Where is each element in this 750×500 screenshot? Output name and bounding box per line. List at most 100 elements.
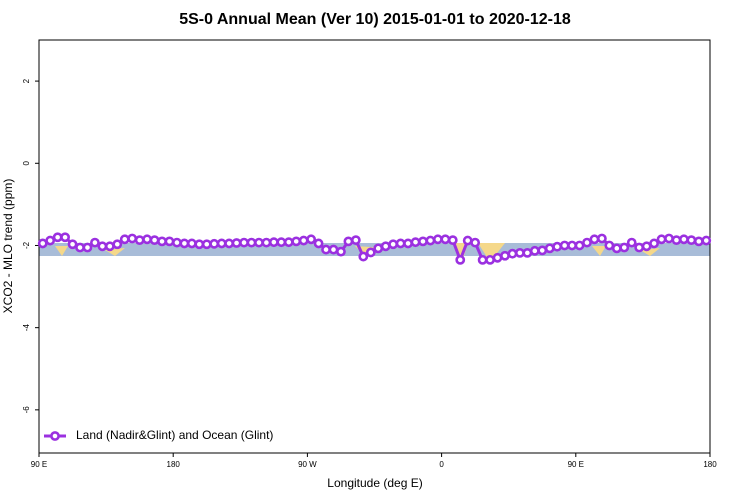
y-tick-label: -2 [22, 241, 31, 249]
land-shade [592, 246, 606, 256]
data-point [90, 237, 100, 248]
data-point [194, 239, 205, 250]
data-point [268, 237, 279, 248]
data-point [104, 241, 115, 252]
data-point [380, 241, 391, 252]
x-tick-label: 180 [703, 460, 717, 469]
data-point [216, 238, 227, 249]
data-point [164, 236, 175, 247]
data-point [82, 242, 93, 253]
data-point [611, 243, 622, 254]
data-point [544, 243, 555, 254]
data-point [60, 232, 70, 243]
data-point [701, 235, 712, 246]
data-point [641, 241, 652, 252]
land-shade [478, 243, 505, 262]
data-point [283, 237, 294, 248]
data-point [172, 237, 182, 248]
y-tick-label: -4 [22, 324, 31, 332]
data-point [224, 238, 235, 249]
data-point [522, 247, 533, 258]
data-point [656, 234, 667, 245]
data-point [410, 237, 421, 248]
data-point [559, 240, 570, 251]
data-point [350, 235, 361, 246]
data-point [127, 233, 138, 244]
data-point [336, 246, 346, 257]
data-point [418, 236, 428, 247]
data-point [552, 241, 563, 252]
data-point [358, 251, 369, 262]
data-point [395, 238, 406, 249]
data-point [462, 235, 473, 246]
data-point [582, 237, 592, 248]
data-point [201, 239, 212, 250]
data-point [492, 252, 503, 263]
data-point [276, 237, 287, 248]
data-point [298, 235, 309, 246]
data-point [671, 235, 682, 246]
data-point [470, 237, 481, 248]
data-point [112, 239, 123, 250]
y-tick-label: -6 [22, 406, 31, 414]
data-point [514, 247, 525, 258]
data-point [596, 233, 607, 244]
legend-label: Land (Nadir&Glint) and Ocean (Glint) [76, 428, 273, 442]
data-point [97, 241, 108, 252]
data-point [313, 238, 324, 249]
data-point [507, 248, 518, 259]
data-point [403, 238, 413, 249]
data-point [119, 234, 130, 245]
data-point [246, 237, 257, 248]
data-point [425, 235, 436, 246]
data-point [567, 240, 577, 251]
data-point [231, 238, 242, 248]
data-point [485, 254, 495, 265]
data-point [134, 235, 145, 246]
data-point [75, 242, 85, 253]
data-point [239, 237, 249, 248]
data-point [455, 254, 466, 265]
data-point [626, 237, 637, 248]
data-point [186, 238, 197, 249]
data-point [537, 245, 548, 256]
data-point [693, 236, 704, 247]
x-axis-label: Longitude (deg E) [327, 476, 422, 490]
x-tick-label: 90 E [31, 460, 47, 469]
data-point [589, 234, 600, 245]
data-point [679, 234, 689, 245]
data-point [664, 233, 674, 244]
chart-title: 5S-0 Annual Mean (Ver 10) 2015-01-01 to … [179, 11, 571, 28]
x-tick-label: 0 [439, 460, 444, 469]
data-point [619, 242, 630, 253]
data-point [500, 250, 510, 261]
y-tick-label: 2 [22, 78, 31, 83]
data-point [343, 236, 354, 247]
land-shade [55, 246, 68, 256]
data-point [67, 239, 78, 250]
data-point [321, 244, 331, 255]
legend-marker [50, 431, 60, 441]
data-point [45, 235, 56, 246]
data-point [261, 237, 272, 248]
data-point [574, 240, 585, 251]
data-point [432, 234, 443, 245]
data-point [440, 234, 451, 245]
y-axis-label: XCO2 - MLO trend (ppm) [1, 179, 15, 314]
data-point [477, 254, 488, 265]
data-point [373, 243, 384, 254]
data-point [157, 236, 167, 247]
data-point [388, 239, 399, 250]
data-point [328, 244, 339, 255]
data-point [149, 235, 160, 246]
data-point [179, 238, 190, 249]
data-point [529, 245, 540, 256]
data-point [254, 237, 264, 248]
y-tick-label: 0 [22, 161, 31, 166]
data-point [649, 238, 659, 249]
data-point [306, 234, 317, 245]
data-point [142, 234, 153, 245]
data-point [209, 238, 220, 249]
data-point [52, 232, 63, 243]
